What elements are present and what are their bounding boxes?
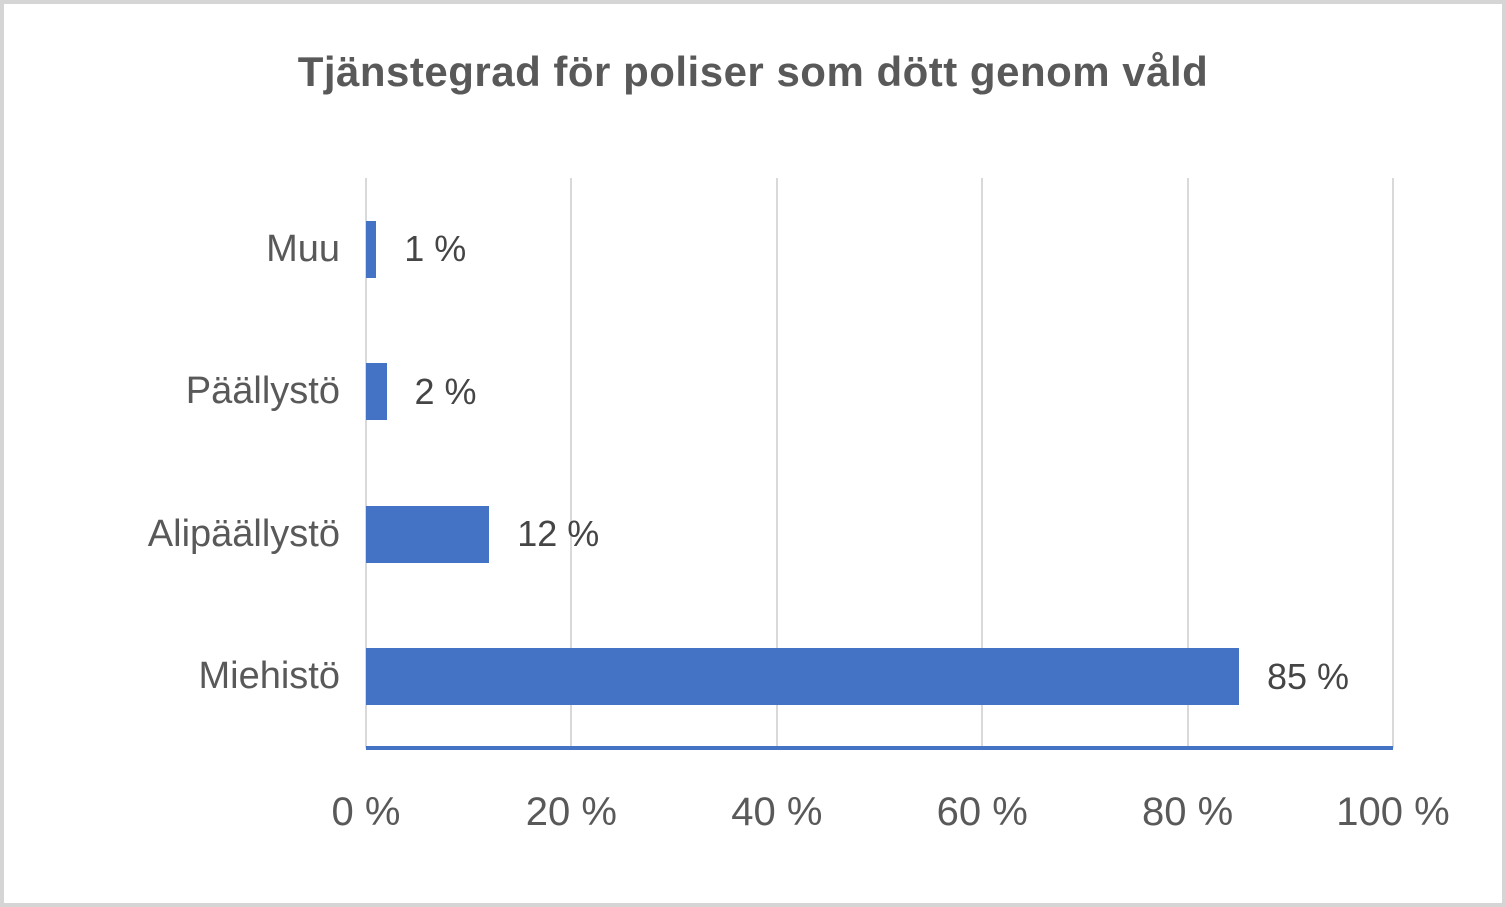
data-label-miehisto: 85 % [1266,655,1349,697]
x-tick-60: 60 % [936,790,1028,834]
x-axis-ticks: 0 % 20 % 40 % 60 % 80 % 100 % [332,790,1450,840]
bar-alipaallysto [366,505,490,563]
gridline-100 [1392,178,1394,748]
data-label-alipaallysto: 12 % [517,513,600,555]
category-label-alipaallysto: Alipäällystö [147,512,340,555]
chart-title: Tjänstegrad för poliser som dött genom v… [297,48,1209,95]
category-label-miehisto: Miehistö [198,655,341,698]
category-label-muu: Muu [266,227,340,270]
gridline-20 [570,178,573,748]
gridline-60 [981,178,984,748]
x-tick-100: 100 % [1336,790,1450,834]
category-label-paallysto: Päällystö [185,370,340,413]
x-axis-line [366,746,1393,750]
bar-paallysto [366,363,387,421]
bar-rows: 1 % 2 % 12 % 85 % [366,178,1393,748]
gridline-80 [1186,178,1189,748]
x-tick-80: 80 % [1142,790,1234,834]
bar-row: 1 % [366,178,1393,321]
gridline-40 [775,178,778,748]
category-axis: Muu Päällystö Alipäällystö Miehistö [4,178,340,748]
bar-row: 2 % [366,321,1393,464]
x-tick-0: 0 % [331,790,401,834]
bar-row: 85 % [366,606,1393,749]
bar-row: 12 % [366,463,1393,606]
plot-area: 1 % 2 % 12 % 85 % [365,178,1394,750]
data-label-paallysto: 2 % [414,370,477,412]
x-tick-40: 40 % [731,790,823,834]
bar-muu [366,220,377,278]
gridline-0 [365,178,367,748]
data-label-muu: 1 % [404,228,467,270]
bar-miehisto [366,648,1239,706]
x-tick-20: 20 % [525,790,617,834]
